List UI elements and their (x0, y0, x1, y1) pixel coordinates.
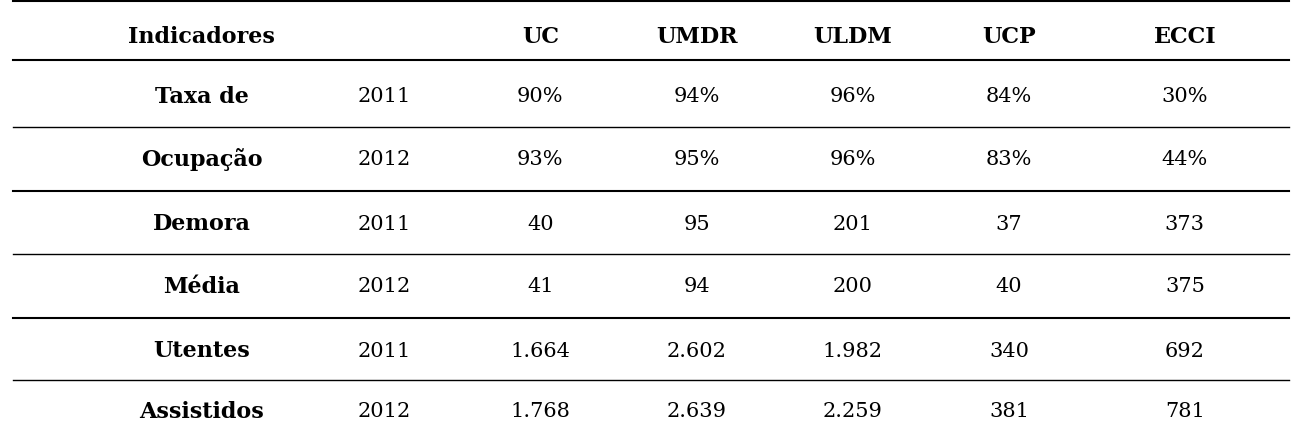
Text: 2011: 2011 (358, 214, 410, 233)
Text: UCP: UCP (982, 25, 1036, 48)
Text: 95: 95 (684, 214, 710, 233)
Text: 96%: 96% (829, 150, 876, 169)
Text: 2012: 2012 (358, 401, 410, 420)
Text: 44%: 44% (1161, 150, 1208, 169)
Text: Indicadores: Indicadores (129, 25, 275, 48)
Text: UMDR: UMDR (656, 25, 737, 48)
Text: 692: 692 (1165, 341, 1204, 360)
Text: 2011: 2011 (358, 341, 410, 360)
Text: 201: 201 (833, 214, 872, 233)
Text: 1.982: 1.982 (823, 341, 883, 360)
Text: 40: 40 (996, 276, 1022, 295)
Text: 381: 381 (990, 401, 1029, 420)
Text: 373: 373 (1165, 214, 1204, 233)
Text: 2.602: 2.602 (667, 341, 727, 360)
Text: 94%: 94% (673, 87, 720, 106)
Text: 93%: 93% (517, 150, 564, 169)
Text: ECCI: ECCI (1154, 25, 1216, 48)
Text: Demora: Demora (152, 212, 251, 235)
Text: Taxa de: Taxa de (155, 86, 249, 108)
Text: 200: 200 (833, 276, 872, 295)
Text: 1.664: 1.664 (510, 341, 570, 360)
Text: 37: 37 (996, 214, 1022, 233)
Text: 41: 41 (527, 276, 553, 295)
Text: 2012: 2012 (358, 276, 410, 295)
Text: 781: 781 (1165, 401, 1204, 420)
Text: Média: Média (163, 275, 241, 297)
Text: UC: UC (522, 25, 559, 48)
Text: 2012: 2012 (358, 150, 410, 169)
Text: 95%: 95% (673, 150, 720, 169)
Text: Assistidos: Assistidos (139, 399, 264, 422)
Text: 375: 375 (1165, 276, 1204, 295)
Text: 30%: 30% (1161, 87, 1208, 106)
Text: 84%: 84% (986, 87, 1032, 106)
Text: Ocupação: Ocupação (141, 147, 263, 171)
Text: 2011: 2011 (358, 87, 410, 106)
Text: 90%: 90% (517, 87, 564, 106)
Text: 2.259: 2.259 (823, 401, 883, 420)
Text: 1.768: 1.768 (510, 401, 570, 420)
Text: 94: 94 (684, 276, 710, 295)
Text: 2.639: 2.639 (667, 401, 727, 420)
Text: 96%: 96% (829, 87, 876, 106)
Text: Utentes: Utentes (154, 339, 250, 362)
Text: 83%: 83% (986, 150, 1032, 169)
Text: 40: 40 (527, 214, 553, 233)
Text: 340: 340 (990, 341, 1029, 360)
Text: ULDM: ULDM (814, 25, 892, 48)
